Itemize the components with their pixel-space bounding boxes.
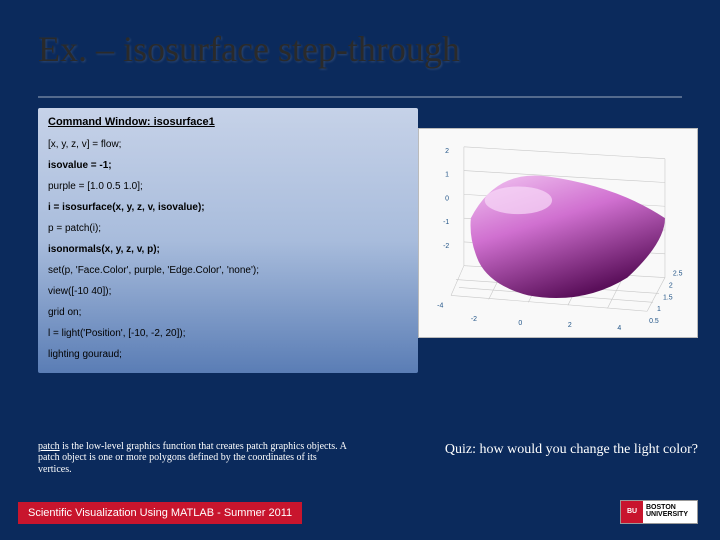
svg-text:-4: -4 [437,302,443,309]
svg-text:0: 0 [445,195,449,202]
footer-label: Scientific Visualization Using MATLAB - … [18,502,302,524]
svg-text:1: 1 [657,306,661,313]
code-line: isonormals(x, y, z, v, p); [48,239,408,260]
code-line: p = patch(i); [48,218,408,239]
boston-university-logo: BU BOSTONUNIVERSITY [620,500,698,524]
isosurface-plot: 2 1 0 -1 -2 -4 -2 0 2 4 0.5 1 1.5 2 2.5 [418,128,698,338]
svg-text:2.5: 2.5 [673,271,683,278]
code-line: set(p, 'Face.Color', purple, 'Edge.Color… [48,260,408,281]
command-window-header: Command Window: isosurface1 [48,116,408,128]
svg-text:1: 1 [445,172,449,179]
logo-text: BOSTONUNIVERSITY [643,505,688,518]
code-box: Command Window: isosurface1 [x, y, z, v]… [38,108,418,373]
code-line: purple = [1.0 0.5 1.0]; [48,176,408,197]
slide-title: Ex. – isosurface step-through [38,28,682,70]
svg-text:4: 4 [617,325,621,332]
code-line: lighting gouraud; [48,344,408,365]
code-line: isovalue = -1; [48,155,408,176]
code-line: l = light('Position', [-10, -2, 20]); [48,323,408,344]
code-listing: [x, y, z, v] = flow;isovalue = -1;purple… [48,134,408,365]
quiz-question: Quiz: how would you change the light col… [445,442,698,458]
svg-text:2: 2 [568,322,572,329]
svg-text:0: 0 [518,320,522,327]
note-underlined: patch [38,441,60,452]
code-line: grid on; [48,302,408,323]
title-bar: Ex. – isosurface step-through [38,28,682,98]
svg-text:-2: -2 [471,316,477,323]
code-line: i = isosurface(x, y, z, v, isovalue); [48,197,408,218]
svg-text:0.5: 0.5 [649,318,659,325]
patch-note: patch is the low-level graphics function… [38,441,348,476]
code-line: view([-10 40]); [48,281,408,302]
code-line: [x, y, z, v] = flow; [48,134,408,155]
svg-text:-2: -2 [443,243,449,250]
svg-text:-1: -1 [443,219,449,226]
svg-text:2: 2 [669,282,673,289]
svg-text:2: 2 [445,148,449,155]
svg-text:1.5: 1.5 [663,294,673,301]
note-body: is the low-level graphics function that … [38,441,346,475]
logo-badge: BU [621,501,643,523]
